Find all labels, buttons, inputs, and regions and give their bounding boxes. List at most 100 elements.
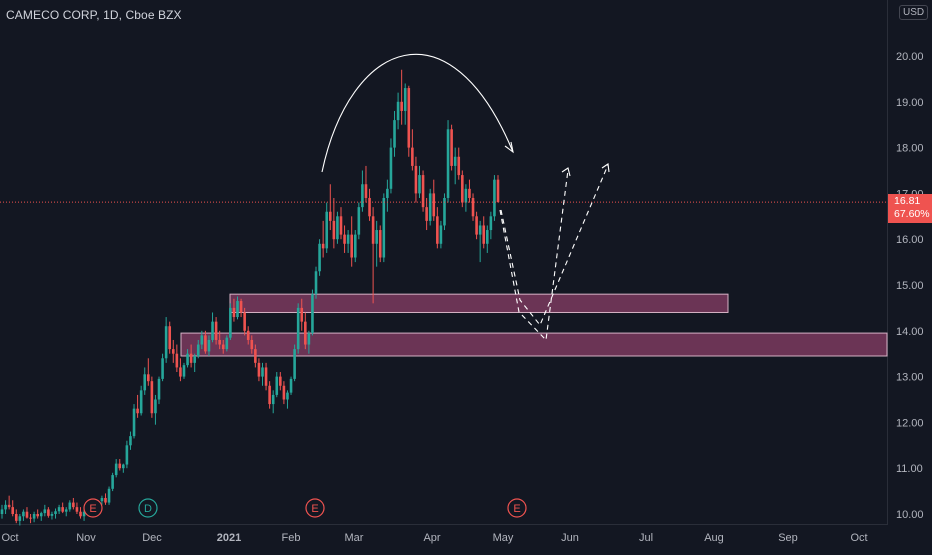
candle: [407, 85, 411, 157]
candle: [457, 147, 461, 180]
candle: [403, 83, 407, 125]
candle: [414, 156, 418, 203]
candle: [39, 511, 43, 521]
price-tick-label: 20.00: [896, 51, 924, 63]
candle: [22, 509, 25, 521]
event-marker[interactable]: D: [138, 498, 158, 518]
last-price-label: 16.81 67.60%: [888, 194, 932, 223]
candle: [453, 147, 457, 185]
candle: [132, 404, 136, 439]
candle: [111, 472, 114, 492]
currency-badge[interactable]: USD: [899, 5, 929, 20]
candle: [264, 362, 268, 391]
candle: [139, 385, 143, 416]
support-zone[interactable]: [229, 293, 729, 313]
event-marker[interactable]: E: [83, 498, 103, 518]
candle: [257, 358, 261, 382]
time-tick-label: 2021: [217, 532, 241, 544]
candle: [147, 358, 150, 386]
projection-path-2[interactable]: [500, 164, 609, 327]
curved-arrow-head-icon: [504, 141, 514, 154]
candle: [443, 193, 446, 231]
candle: [4, 500, 7, 514]
candle: [50, 511, 54, 520]
candle: [125, 440, 129, 469]
candle: [275, 372, 279, 398]
candle: [271, 390, 275, 414]
candle: [386, 179, 389, 212]
candle: [75, 502, 79, 514]
event-marker[interactable]: E: [305, 498, 325, 518]
candle: [186, 349, 189, 368]
candle: [150, 376, 154, 418]
candle: [357, 202, 361, 240]
candle: [196, 339, 200, 359]
candle: [353, 230, 357, 263]
candle: [436, 207, 439, 249]
candle: [29, 514, 32, 524]
candle: [296, 303, 300, 354]
time-tick-label: Dec: [142, 532, 162, 544]
candle: [229, 303, 232, 340]
candle: [411, 129, 414, 171]
projection-arrow-head-icon-2: [601, 163, 610, 173]
candle: [389, 138, 393, 194]
candle: [475, 211, 478, 240]
candle: [11, 500, 15, 517]
candle: [118, 459, 122, 471]
event-marker[interactable]: E: [507, 498, 527, 518]
candle: [250, 335, 254, 354]
candle: [157, 376, 161, 405]
candle: [393, 110, 396, 157]
candle: [346, 230, 350, 253]
time-tick-label: Oct: [1, 532, 18, 544]
last-price-value: 16.81: [894, 195, 921, 207]
candle: [211, 312, 214, 343]
candle: [207, 335, 211, 356]
candle: [493, 175, 496, 221]
candle: [43, 504, 47, 517]
candle: [57, 504, 61, 514]
candle: [282, 381, 286, 405]
candle: [375, 220, 378, 267]
price-tick-label: 18.00: [896, 143, 924, 155]
candle: [193, 353, 196, 373]
candle: [68, 500, 72, 512]
zones-layer: [180, 293, 888, 357]
candle: [261, 362, 264, 386]
candle: [311, 289, 314, 336]
candle: [325, 202, 329, 253]
candle: [64, 507, 68, 517]
candle: [204, 330, 207, 354]
curved-arrow-drawing[interactable]: [321, 53, 514, 173]
candle: [361, 170, 364, 212]
candle: [450, 124, 453, 171]
price-tick-label: 16.00: [896, 234, 924, 246]
candle: [300, 298, 304, 331]
svg-text:E: E: [89, 503, 96, 515]
candle: [343, 225, 346, 253]
support-zone[interactable]: [180, 332, 888, 357]
candle: [14, 509, 18, 524]
candle: [232, 298, 236, 322]
symbol-title[interactable]: CAMECO CORP, 1D, Cboe BZX: [6, 8, 182, 22]
candle: [54, 508, 57, 519]
projection-path-1[interactable]: [499, 169, 569, 342]
candle: [218, 330, 221, 350]
time-tick-label: Aug: [704, 532, 724, 544]
time-tick-label: Mar: [345, 532, 364, 544]
candle: [114, 459, 118, 478]
candle: [304, 312, 307, 350]
last-price-change: 67.60%: [894, 208, 930, 220]
candle: [25, 507, 29, 519]
time-axis[interactable]: Oct Nov Dec 2021 Feb Mar Apr May Jun Jul Aug Sep Oct: [1, 532, 867, 544]
candle: [293, 344, 296, 382]
candle: [496, 175, 500, 203]
time-tick-label: Sep: [778, 532, 798, 544]
time-tick-label: Oct: [850, 532, 867, 544]
price-axis[interactable]: 10.0011.0012.0013.0014.0015.0016.0017.00…: [896, 51, 924, 521]
price-tick-label: 15.00: [896, 280, 924, 292]
